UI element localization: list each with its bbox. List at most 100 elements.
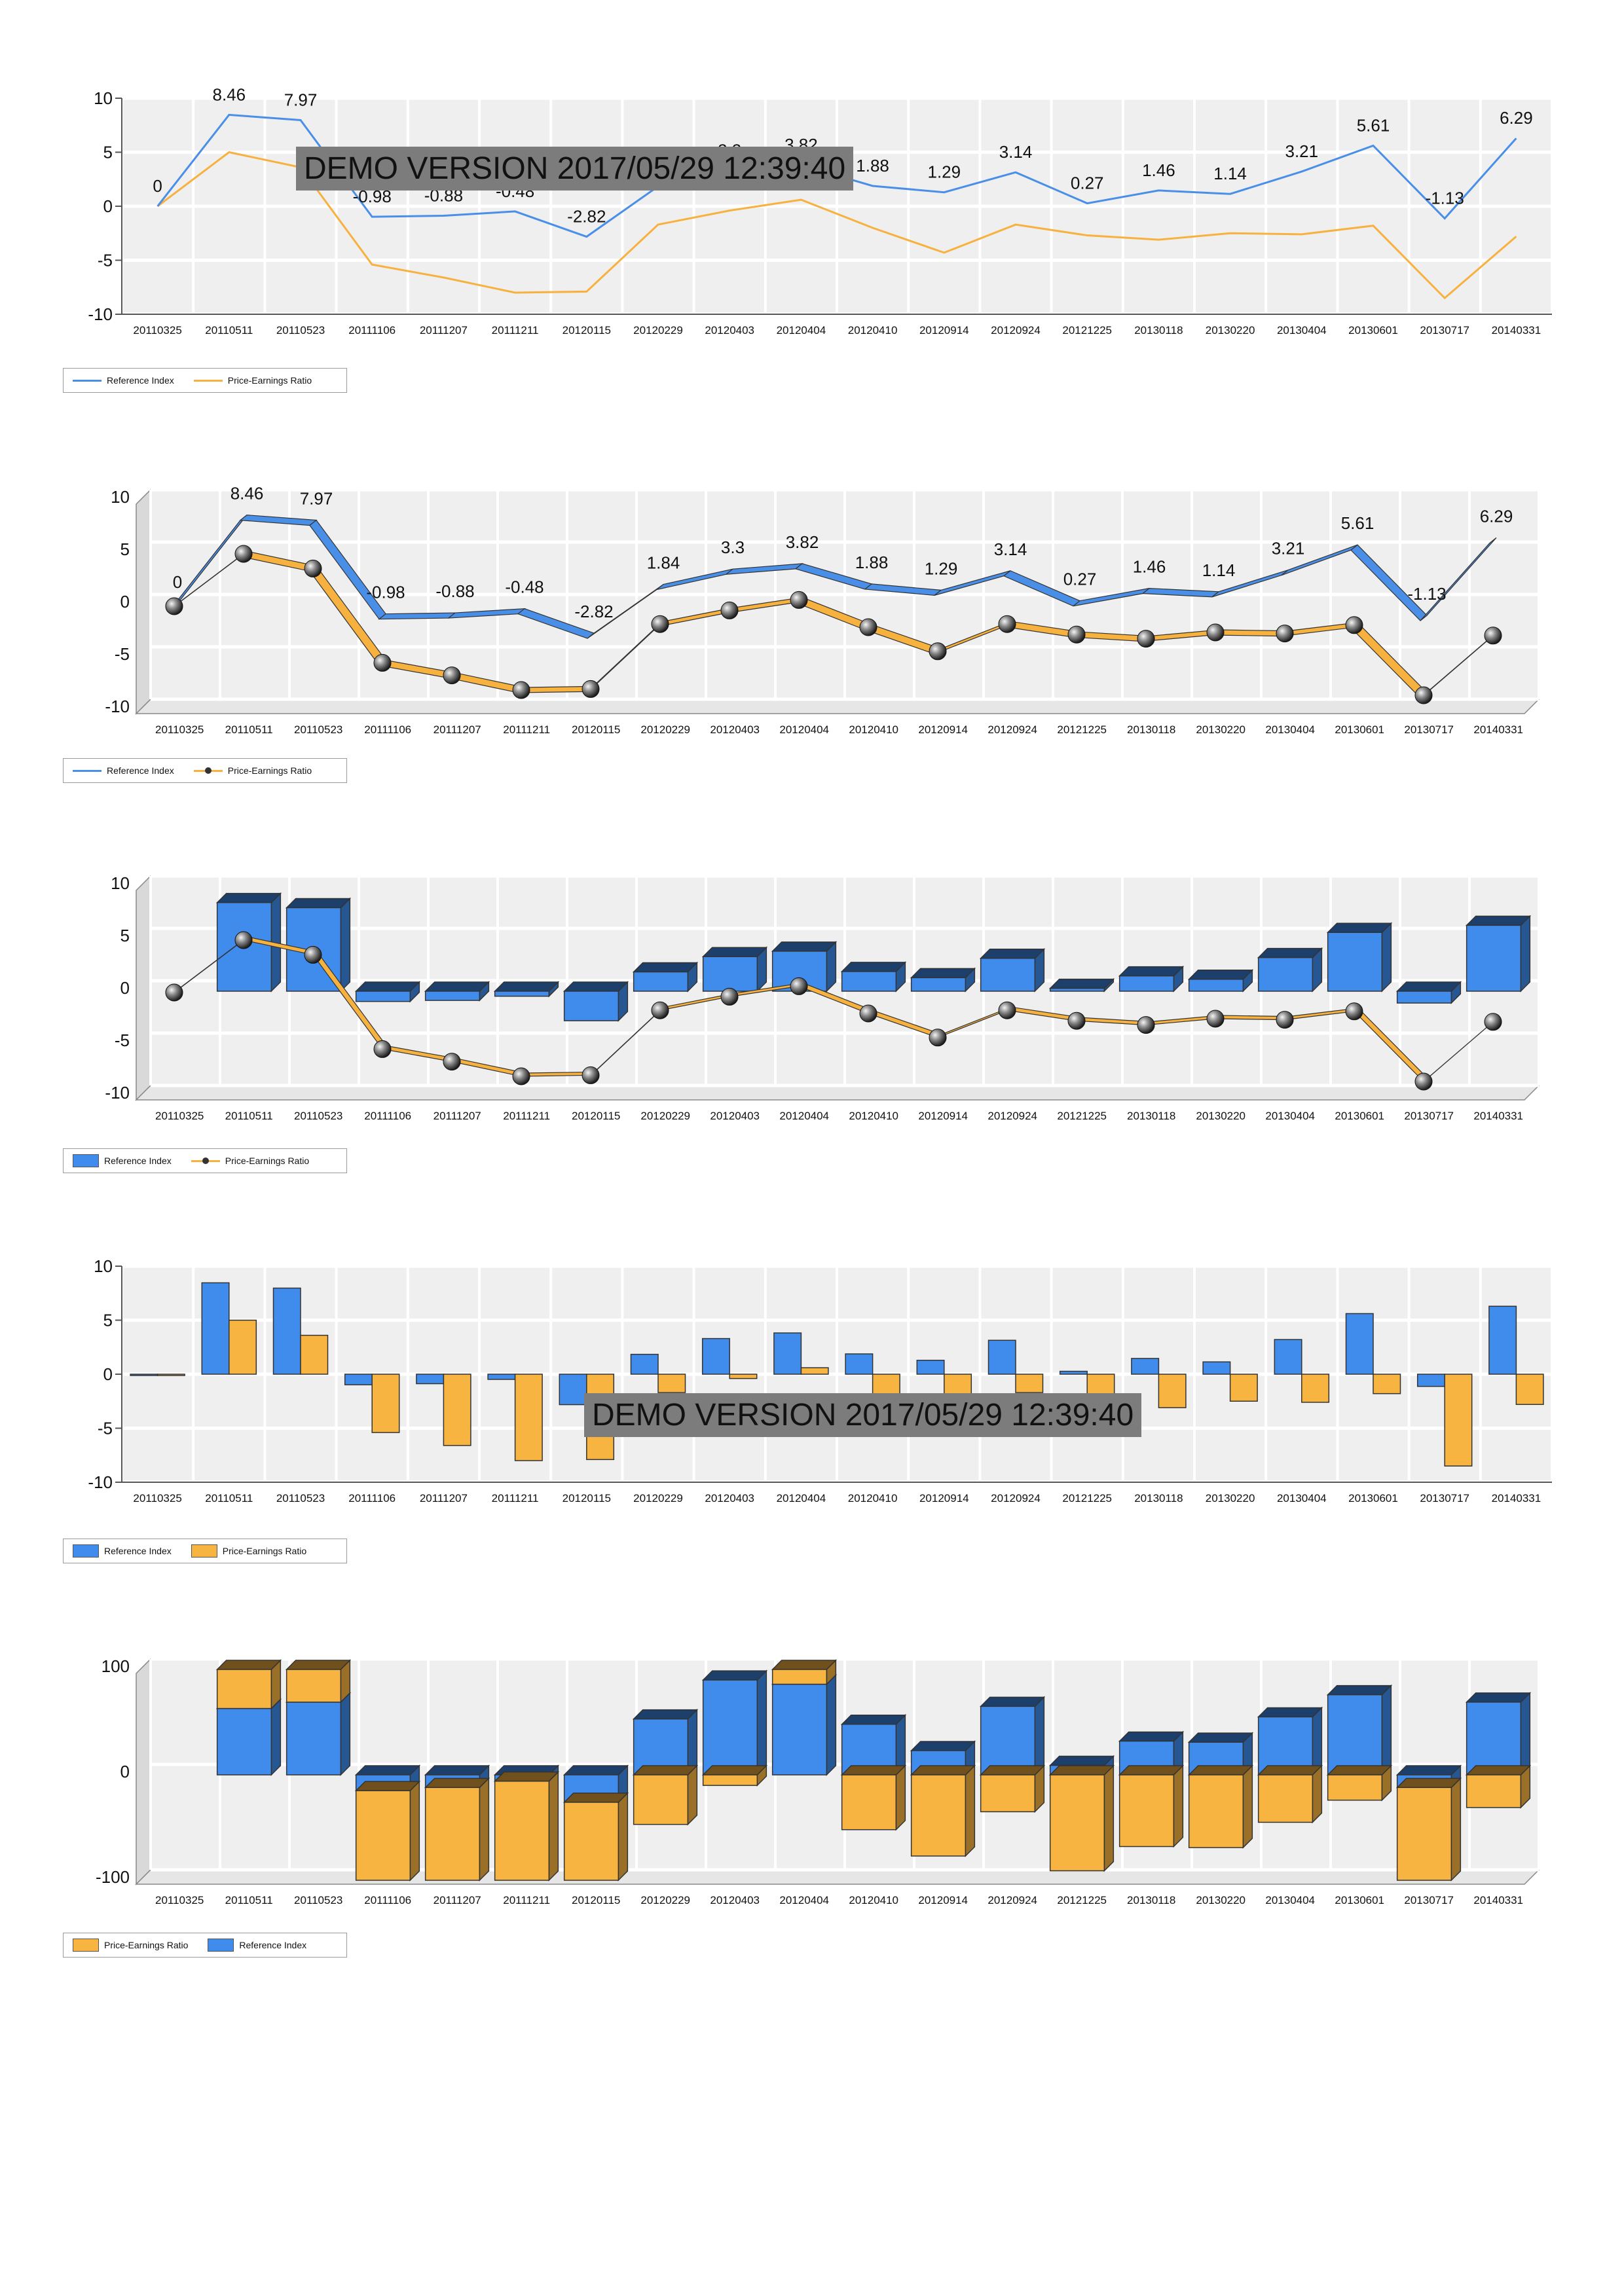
y-tick-label: -5 — [115, 644, 130, 664]
bar-reference-index — [354, 981, 421, 1003]
chart-4: 10 5 0 -5 -10 20110325 20110511 20110523 2011110… — [0, 1224, 1624, 1578]
x-tick-label: 20121225 — [1062, 324, 1112, 337]
x-tick-label: 20130601 — [1348, 324, 1398, 337]
y-tick-label: 5 — [120, 539, 130, 559]
marker-price-earnings — [651, 615, 669, 633]
x-tick-label: 20120924 — [987, 1894, 1037, 1906]
data-label: 1.46 — [1133, 557, 1166, 577]
x-tick-label: 20120410 — [849, 723, 898, 736]
x-tick-label: 20130717 — [1404, 723, 1454, 736]
bar-price-earnings — [424, 1777, 490, 1882]
x-tick-label: 20130717 — [1420, 1492, 1469, 1504]
x-tick-label: 20130118 — [1134, 324, 1183, 337]
data-label: -2.82 — [574, 602, 613, 621]
chart-1-legend: Reference Index Price-Earnings Ratio — [63, 368, 347, 393]
bar-price-earnings — [354, 1780, 421, 1882]
marker-price-earnings — [165, 983, 183, 1002]
bar-reference-index — [487, 1374, 516, 1380]
legend-swatch-icon — [193, 379, 223, 382]
x-tick-label: 20120115 — [572, 1894, 620, 1906]
marker-price-earnings — [581, 680, 600, 698]
x-tick-label: 20120410 — [848, 324, 898, 337]
bar-reference-index — [916, 1359, 945, 1375]
data-label: 1.46 — [1142, 160, 1175, 180]
bar-reference-index — [840, 961, 907, 993]
marker-price-earnings — [651, 1001, 669, 1019]
x-tick-label: 20120924 — [991, 1492, 1041, 1504]
x-tick-label: 20140331 — [1473, 1894, 1523, 1906]
x-tick-label: 20120229 — [640, 723, 690, 736]
y-tick-label: -5 — [98, 1419, 113, 1438]
x-tick-label: 20130220 — [1196, 1894, 1246, 1906]
x-tick-label: 20130220 — [1206, 1492, 1255, 1504]
legend-item: Price-Earnings Ratio — [191, 1544, 306, 1558]
data-label: 8.46 — [212, 84, 246, 104]
data-label: 1.14 — [1213, 164, 1247, 183]
floor — [135, 699, 1540, 714]
bar-reference-index — [1257, 947, 1323, 993]
x-tick-label: 20120924 — [987, 1110, 1037, 1122]
bar-price-earnings — [771, 1659, 838, 1686]
x-tick-label: 20130601 — [1335, 1894, 1384, 1906]
x-tick-label: 20120403 — [705, 324, 754, 337]
chart-5-legend: Price-Earnings Ratio Reference Index — [63, 1933, 347, 1958]
bar-reference-index — [979, 1696, 1046, 1776]
x-tick-label: 20140331 — [1492, 324, 1541, 337]
bar-reference-index — [701, 946, 768, 993]
x-tick-label: 20110511 — [225, 1894, 273, 1906]
bar-price-earnings — [1465, 1764, 1532, 1809]
x-tick-label: 20121225 — [1057, 1894, 1107, 1906]
bar-reference-index — [701, 1669, 768, 1776]
y-tick-label: 10 — [94, 1256, 113, 1276]
bar-price-earnings — [1118, 1764, 1185, 1848]
bar-reference-index — [910, 967, 976, 993]
bar-price-earnings — [563, 1792, 629, 1882]
data-label: 0.27 — [1071, 173, 1104, 193]
chart-2-legend: Reference Index Price-Earnings Ratio — [63, 758, 347, 783]
y-tick-label: 0 — [120, 978, 130, 998]
bar-price-earnings — [729, 1374, 758, 1379]
marker-price-earnings — [859, 618, 877, 636]
bar-reference-index — [1395, 981, 1462, 1004]
legend-label: Price-Earnings Ratio — [225, 1156, 310, 1166]
x-tick-label: 20120403 — [710, 1894, 760, 1906]
bar-reference-index — [701, 1338, 730, 1375]
y-tick-label: 5 — [120, 926, 130, 945]
y-tick-label: 0 — [120, 592, 130, 611]
marker-price-earnings — [373, 1040, 392, 1058]
x-tick-label: 20110523 — [276, 1492, 325, 1504]
marker-price-earnings — [1345, 1002, 1363, 1021]
data-label: 1.84 — [647, 553, 680, 573]
x-tick-label: 20120410 — [849, 1894, 898, 1906]
y-tick-label: -10 — [105, 697, 130, 716]
x-tick-label: 20111207 — [434, 1894, 481, 1906]
x-tick-label: 20111211 — [492, 324, 539, 337]
x-tick-label: 20120229 — [640, 1894, 690, 1906]
x-tick-label: 20111211 — [492, 1492, 539, 1504]
x-tick-label: 20121225 — [1057, 723, 1107, 736]
y-tick-label: -10 — [88, 1472, 113, 1492]
y-tick-label: 0 — [103, 196, 113, 216]
bar-price-earnings — [910, 1764, 976, 1857]
left-wall — [136, 488, 151, 715]
x-tick-label: 20120403 — [705, 1492, 754, 1504]
y-tick-label: 10 — [111, 873, 130, 893]
legend-swatch-icon — [208, 1939, 234, 1952]
marker-price-earnings — [1414, 1072, 1433, 1091]
legend-swatch-icon — [73, 379, 101, 382]
marker-price-earnings — [234, 931, 253, 949]
bar-reference-index — [1465, 1692, 1532, 1776]
marker-price-earnings — [929, 1029, 947, 1047]
bar-reference-index — [1465, 915, 1532, 993]
legend-label: Reference Index — [107, 765, 174, 776]
chart-1: 10 5 0 -5 -10 20110325 20110511 20110523 2011110… — [0, 0, 1624, 406]
x-tick-label: 20120404 — [779, 723, 829, 736]
data-label: 3.21 — [1272, 539, 1305, 558]
marker-price-earnings — [1484, 1013, 1502, 1031]
y-tick-label: -100 — [96, 1867, 130, 1887]
data-label: 0 — [173, 572, 182, 592]
bar-price-earnings — [443, 1374, 471, 1446]
marker-price-earnings — [998, 615, 1016, 633]
data-label: -0.98 — [366, 583, 405, 602]
x-tick-label: 20120229 — [633, 324, 683, 337]
